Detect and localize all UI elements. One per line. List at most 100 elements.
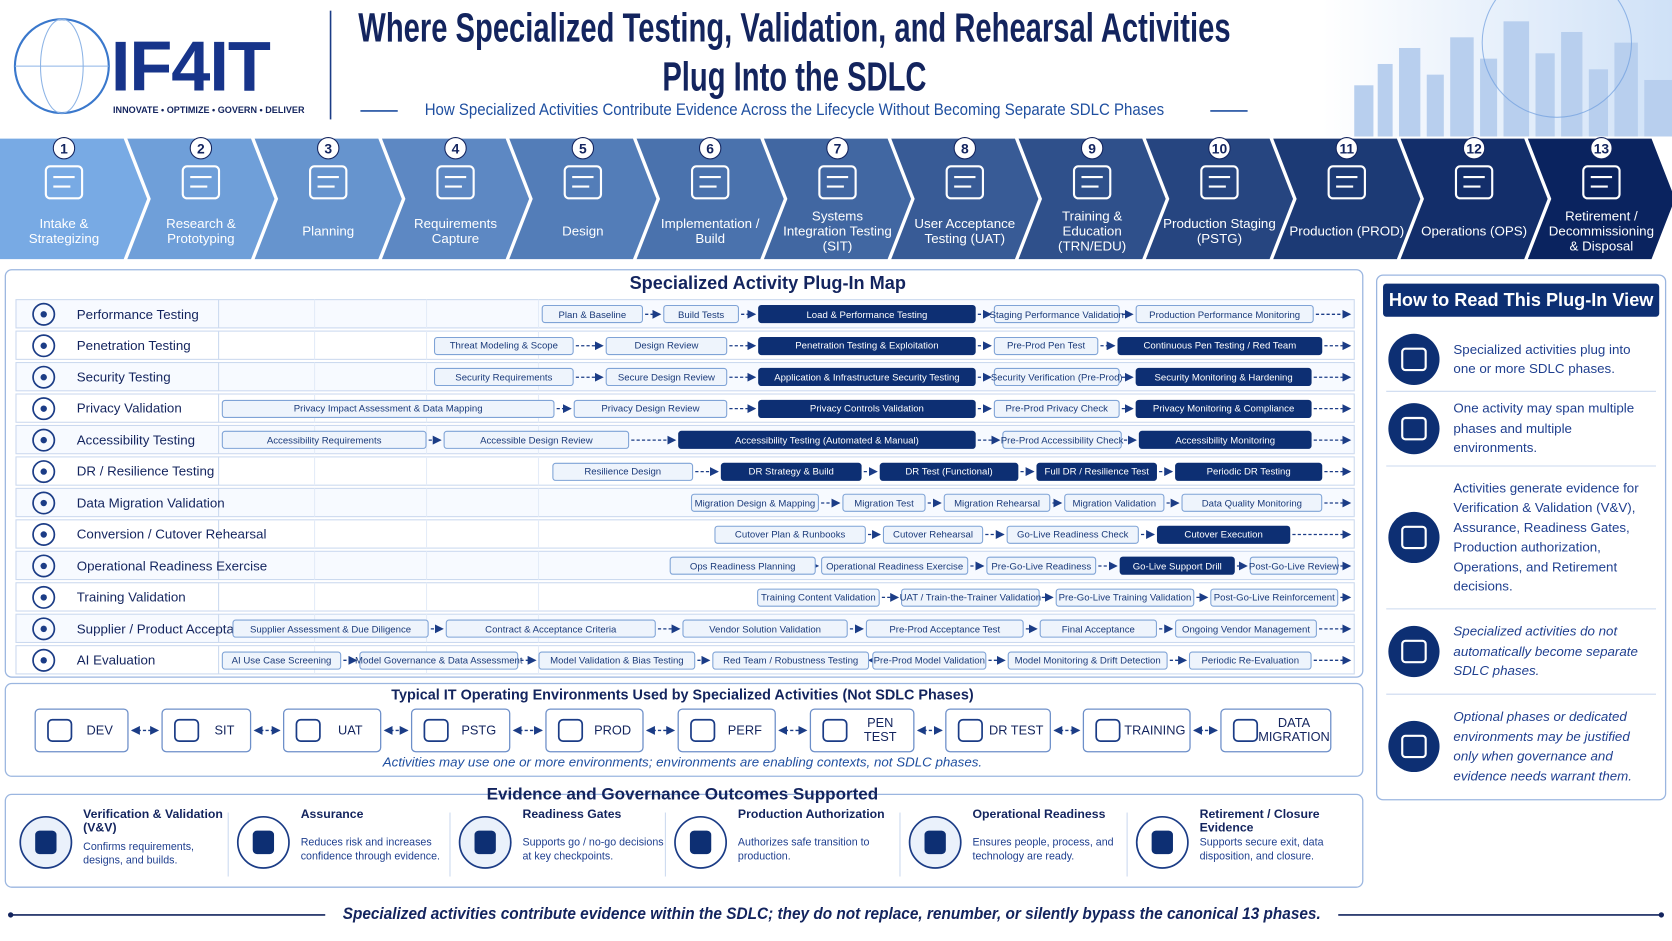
read-icon-glyph: [1401, 416, 1427, 441]
env-label: PSTG: [461, 722, 497, 738]
row-icon-dot: [40, 374, 47, 381]
phase-label: Production (PROD): [1289, 223, 1405, 239]
env-icon: [174, 718, 200, 742]
env-label: PROD: [594, 722, 632, 738]
footer-dot: [7, 912, 14, 918]
activity: Privacy Impact Assessment & Data Mapping: [221, 399, 555, 418]
activity: Model Governance & Data Assessment: [355, 651, 523, 670]
activity: Pre-Go-Live Training Validation: [1055, 588, 1195, 607]
activity: Cutover Execution: [1156, 525, 1291, 544]
activity: AI Use Case Screening: [221, 651, 342, 670]
phase-icon: [1327, 165, 1366, 200]
row-name: Supplier / Product Acceptance: [76, 621, 256, 637]
row-icon: [32, 554, 56, 578]
row-icon-dot: [40, 657, 47, 664]
row-icon-dot: [40, 594, 47, 601]
phase-icon: [309, 165, 348, 200]
row-icon-dot: [40, 405, 47, 412]
activity: Post-Go-Live Reinforcement: [1210, 588, 1339, 607]
phase-number-badge: [444, 137, 467, 160]
activity: Load & Performance Testing: [758, 305, 976, 324]
activity: Vendor Solution Validation: [682, 619, 848, 638]
phase-icon: [1072, 165, 1112, 200]
outcomes-title: Evidence and Governance Outcomes Support…: [486, 785, 879, 805]
activity: Training Content Validation: [757, 588, 880, 607]
env-icon: [822, 718, 848, 742]
activity: Migration Design & Mapping: [690, 493, 819, 513]
activity: UAT / Train-the-Trainer Validation: [900, 588, 1041, 607]
phase-number: 6: [706, 140, 715, 157]
phase-number-badge: [826, 137, 849, 160]
phase-number-badge: [189, 137, 213, 160]
env-label: UAT: [337, 722, 363, 738]
phase-number: 9: [1088, 140, 1096, 157]
phase-icon: [563, 165, 603, 200]
phase-icon: [690, 165, 730, 200]
row-icon-dot: [40, 499, 47, 507]
env-note: Activities may use one or more environme…: [382, 754, 983, 770]
env-icon: [295, 718, 321, 742]
phase-icon: [44, 165, 84, 200]
env-label: DR TEST: [988, 722, 1044, 738]
activity: Application & Infrastructure Security Te…: [758, 368, 976, 387]
row-name: Privacy Validation: [76, 401, 182, 417]
activity: Migration Test: [842, 493, 926, 513]
activity: Operational Readiness Exercise: [821, 556, 969, 576]
outcome-icon-glyph: [924, 830, 946, 855]
row-name: Conversion / Cutover Rehearsal: [76, 527, 267, 542]
row-name: Accessibility Testing: [76, 432, 196, 448]
phase-number: 5: [578, 140, 587, 157]
row-name: Performance Testing: [76, 306, 199, 322]
env-label: TRAINING: [1124, 722, 1186, 738]
phase-number-badge: [317, 137, 340, 160]
outcome-description: Ensures people, process, and technology …: [972, 837, 1114, 863]
outcome-icon-glyph: [689, 830, 712, 855]
activity: Penetration Testing & Exploitation: [758, 336, 976, 355]
row-icon-dot: [40, 562, 47, 570]
row-icon-dot: [40, 531, 47, 538]
env-icon: [1232, 718, 1259, 742]
phase-label: Design: [562, 223, 604, 239]
activity: Red Team / Robustness Testing: [712, 651, 870, 670]
phase-label: Intake & Strategizing: [28, 216, 100, 247]
map-title: Specialized Activity Plug-In Map: [629, 272, 906, 294]
read-icon-glyph: [1401, 639, 1427, 664]
phase-number: 2: [197, 140, 205, 157]
row-icon: [32, 460, 56, 484]
row-icon: [32, 397, 56, 421]
phase-number-badge: [1080, 137, 1104, 160]
activity: Migration Validation: [1064, 493, 1165, 513]
row-name: Data Migration Validation: [76, 495, 225, 511]
phase-label: Research & Prototyping: [166, 216, 236, 247]
phase-icon: [945, 165, 985, 200]
activity: Plan & Baseline: [541, 305, 643, 324]
env-icon: [957, 718, 983, 742]
phase-icon: [1454, 165, 1494, 200]
footer: Specialized activities contribute eviden…: [342, 905, 1321, 924]
phase-number-badge: [571, 137, 595, 160]
phase-number-badge: [1462, 137, 1486, 160]
activity: Privacy Controls Validation: [758, 399, 976, 418]
outcome-description: Confirms requirements, designs, and buil…: [83, 841, 194, 867]
row-icon: [32, 585, 56, 609]
phase-number: 8: [960, 140, 969, 157]
row-icon: [32, 428, 56, 452]
env-icon: [47, 718, 73, 742]
row-icon: [32, 491, 56, 515]
activity: DR Test (Functional): [879, 462, 1019, 481]
activity: Pre-Prod Model Validation: [872, 651, 987, 670]
tagline: INNOVATE • OPTIMIZE • GOVERN • DELIVER: [113, 104, 305, 116]
phase-number: 10: [1211, 140, 1228, 157]
read-item: Optional phases or dedicated environment…: [1453, 709, 1632, 784]
read-item: Activities generate evidence for Verific…: [1453, 480, 1639, 594]
activity: Security Monitoring & Hardening: [1135, 368, 1312, 387]
footer-dot: [1658, 912, 1665, 918]
phase-label: Implementation / Build: [660, 216, 760, 247]
row-icon: [32, 334, 56, 358]
read-title: How to Read This Plug-In View: [1388, 289, 1654, 310]
activity: Model Monitoring & Drift Detection: [1007, 651, 1168, 670]
outcome-description: Authorizes safe transition to production…: [737, 837, 870, 863]
phase-number: 4: [451, 140, 460, 157]
activity: Full DR / Resilience Test: [1036, 462, 1157, 481]
read-item: Specialized activities do not automatica…: [1453, 624, 1638, 679]
